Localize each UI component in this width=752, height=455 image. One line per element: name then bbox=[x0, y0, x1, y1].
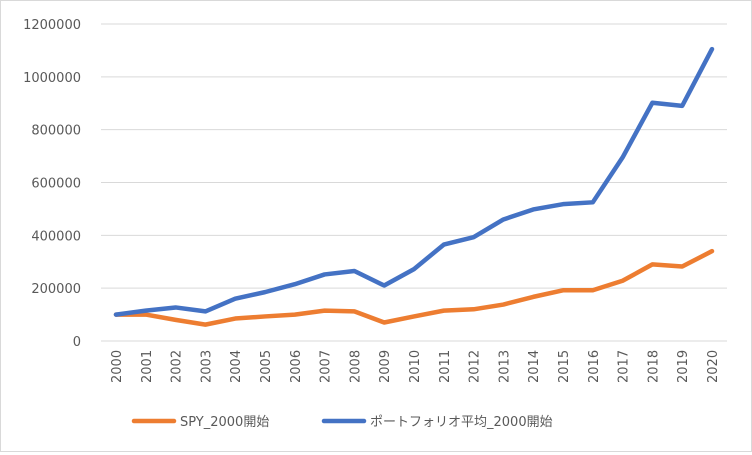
y-tick-label: 1200000 bbox=[23, 18, 81, 33]
x-tick-label: 2015 bbox=[557, 350, 572, 383]
x-tick-label: 2011 bbox=[438, 350, 453, 383]
x-tick-label: 2009 bbox=[378, 350, 393, 383]
x-tick-label: 2004 bbox=[229, 350, 244, 383]
x-tick-label: 2013 bbox=[497, 350, 512, 383]
x-tick-label: 2007 bbox=[319, 350, 334, 383]
x-tick-label: 2006 bbox=[289, 350, 304, 383]
x-tick-label: 2008 bbox=[348, 350, 363, 383]
y-tick-label: 600000 bbox=[31, 177, 81, 192]
series-line-1 bbox=[116, 49, 712, 314]
x-tick-label: 2019 bbox=[676, 350, 691, 383]
x-tick-label: 2014 bbox=[527, 350, 542, 383]
x-tick-label: 2005 bbox=[259, 350, 274, 383]
y-tick-label: 1000000 bbox=[23, 71, 81, 86]
y-tick-label: 200000 bbox=[31, 282, 81, 297]
x-tick-label: 2010 bbox=[408, 350, 423, 383]
x-tick-label: 2000 bbox=[110, 350, 125, 383]
y-tick-label: 0 bbox=[73, 335, 81, 350]
x-tick-label: 2017 bbox=[617, 350, 632, 383]
x-tick-label: 2020 bbox=[706, 350, 721, 383]
y-tick-label: 400000 bbox=[31, 229, 81, 244]
legend-label: SPY_2000開始 bbox=[180, 415, 269, 430]
x-tick-label: 2002 bbox=[170, 350, 185, 383]
x-tick-label: 2012 bbox=[468, 350, 483, 383]
legend-label: ポートフォリオ平均_2000開始 bbox=[370, 415, 553, 430]
x-tick-label: 2016 bbox=[587, 350, 602, 383]
x-tick-label: 2001 bbox=[140, 350, 155, 383]
x-tick-label: 2018 bbox=[646, 350, 661, 383]
x-tick-label: 2003 bbox=[199, 350, 214, 383]
y-tick-label: 800000 bbox=[31, 124, 81, 139]
